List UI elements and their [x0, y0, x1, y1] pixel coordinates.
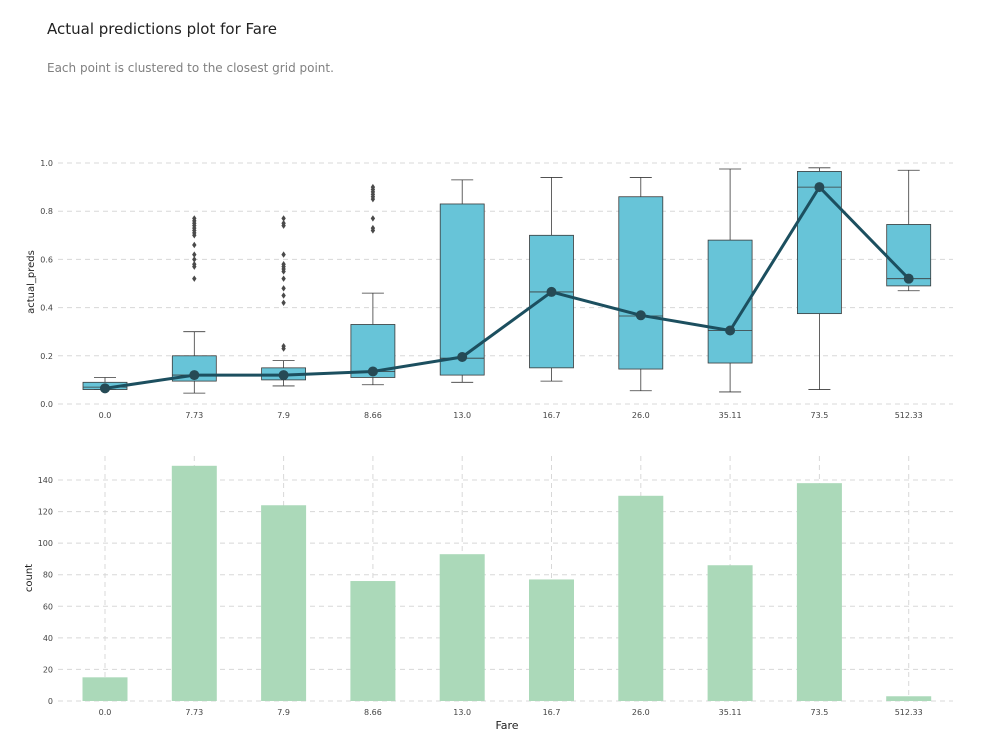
prediction-point: [635, 310, 646, 321]
prediction-point: [725, 325, 736, 336]
box-outlier: [281, 342, 286, 350]
box-outlier: [281, 292, 286, 299]
box-3: [350, 183, 396, 386]
box-2: [261, 215, 307, 387]
bottom-xtick-label: 73.5: [810, 708, 828, 717]
bottom-ytick-label: 80: [43, 571, 53, 580]
top-xtick-label: 26.0: [632, 411, 650, 420]
bottom-xtick-label: 7.73: [185, 708, 203, 717]
top-xtick-label: 13.0: [453, 411, 471, 420]
box-outlier: [281, 299, 286, 306]
prediction-point: [189, 370, 200, 381]
box-9: [886, 169, 932, 292]
prediction-point: [100, 383, 110, 394]
box-outlier: [370, 224, 376, 232]
box-1: [171, 215, 217, 394]
bottom-xtick-label: 0.0: [99, 708, 112, 717]
bottom-xtick-label: 35.11: [719, 708, 742, 717]
top-xtick-label: 8.66: [364, 411, 382, 420]
box-outlier: [192, 215, 197, 222]
top-xtick-label: 73.5: [810, 411, 828, 420]
box-outlier: [192, 275, 197, 282]
prediction-point: [814, 182, 825, 193]
top-xtick-label: 0.0: [99, 411, 112, 420]
box-4: [439, 179, 485, 383]
box-outlier: [370, 183, 376, 191]
count-bar: [82, 677, 128, 701]
box-iqr: [439, 203, 485, 376]
count-bar: [529, 579, 574, 701]
count-bar: [886, 696, 932, 701]
top-ytick-label: 0.2: [40, 352, 53, 361]
top-ytick-label: 0.8: [40, 207, 53, 216]
box-outlier: [281, 275, 286, 282]
top-xtick-label: 512.33: [895, 411, 923, 420]
bottom-xtick-label: 8.66: [364, 708, 382, 717]
top-ytick-label: 1.0: [40, 159, 53, 168]
box-outlier: [370, 215, 376, 222]
box-7: [707, 168, 753, 393]
bottom-xtick-label: 13.0: [453, 708, 471, 717]
top-xtick-label: 16.7: [543, 411, 561, 420]
top-xtick-label: 7.73: [185, 411, 203, 420]
bottom-xtick-label: 26.0: [632, 708, 650, 717]
box-iqr: [618, 196, 664, 370]
count-bar: [618, 495, 664, 701]
count-bar: [796, 483, 842, 701]
bottom-xlabel: Fare: [495, 719, 518, 732]
bottom-xtick-label: 512.33: [895, 708, 923, 717]
count-bar: [350, 581, 396, 701]
bottom-ylabel: count: [24, 564, 35, 592]
prediction-line: [104, 185, 910, 390]
prediction-point: [278, 370, 289, 381]
bottom-ytick-label: 140: [38, 476, 53, 485]
bottom-ytick-label: 40: [43, 634, 53, 643]
bottom-ytick-label: 0: [48, 697, 53, 706]
box-outlier: [192, 251, 197, 258]
box-iqr: [797, 171, 842, 315]
top-ytick-label: 0.6: [40, 255, 53, 264]
bottom-xtick-label: 16.7: [543, 708, 561, 717]
top-xtick-label: 35.11: [719, 411, 742, 420]
box-outlier: [281, 220, 286, 227]
box-outlier: [192, 241, 197, 249]
count-bar: [261, 505, 307, 701]
count-bar: [707, 565, 753, 701]
box-outlier: [281, 215, 286, 222]
top-ytick-label: 0.0: [40, 400, 53, 409]
page-title: Actual predictions plot for Fare: [47, 20, 278, 38]
box-outlier: [281, 261, 286, 268]
prediction-point: [903, 273, 914, 284]
count-bar: [439, 554, 485, 701]
box-6: [618, 177, 664, 392]
page-subtitle: Each point is clustered to the closest g…: [47, 61, 334, 75]
top-xtick-label: 7.9: [277, 411, 290, 420]
box-outlier: [192, 261, 197, 268]
bottom-ytick-label: 20: [43, 665, 53, 674]
top-ytick-label: 0.4: [40, 304, 53, 313]
prediction-point: [546, 286, 557, 297]
bottom-xtick-label: 7.9: [277, 708, 290, 717]
prediction-point: [367, 366, 378, 377]
box-outlier: [281, 251, 286, 258]
bottom-ytick-label: 120: [38, 508, 53, 517]
box-outlier: [281, 285, 286, 292]
prediction-point: [457, 352, 468, 363]
box-8: [797, 167, 842, 390]
box-5: [529, 177, 574, 382]
top-ylabel: actual_preds: [26, 250, 37, 314]
bottom-ytick-label: 100: [38, 539, 53, 548]
bottom-ytick-label: 60: [43, 602, 53, 611]
box-iqr: [707, 239, 753, 364]
count-bar: [171, 465, 217, 701]
box-outlier: [192, 256, 197, 263]
